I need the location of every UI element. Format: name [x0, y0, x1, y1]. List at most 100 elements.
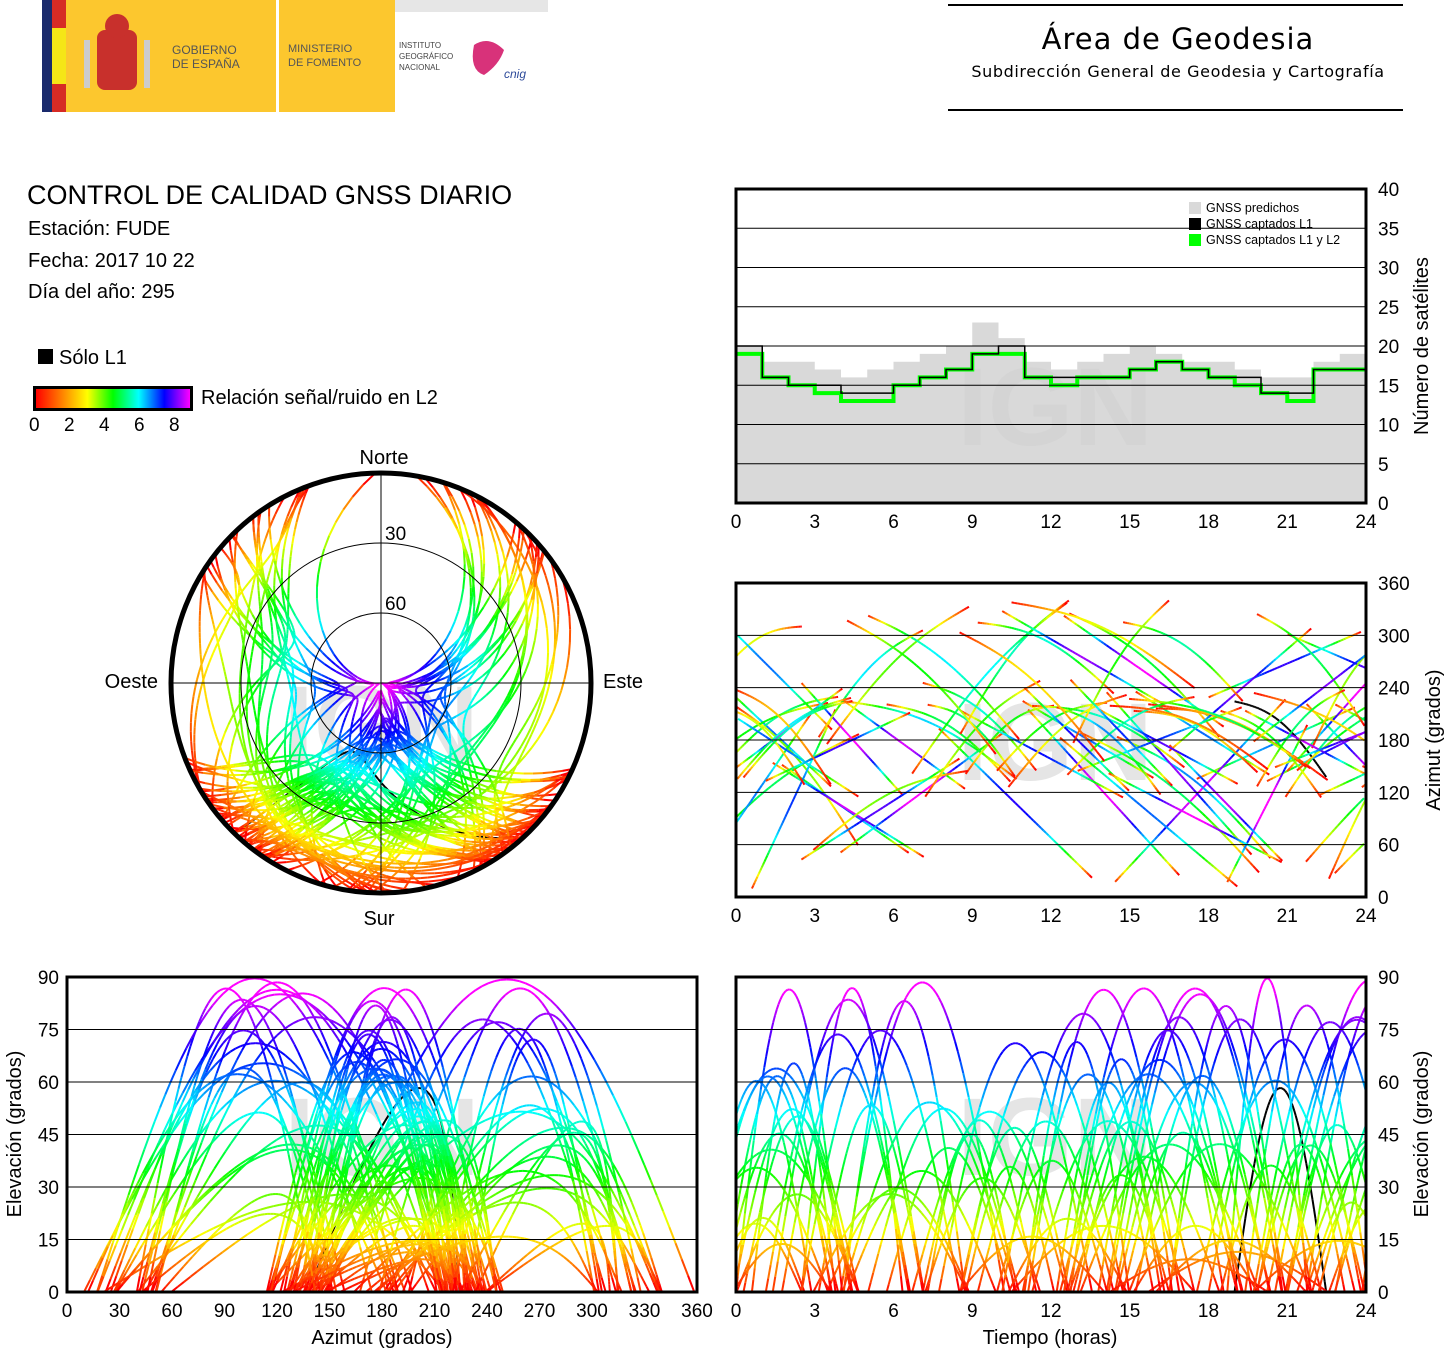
satellite-track-segment	[323, 864, 336, 875]
satellite-track-segment	[357, 812, 363, 817]
satellite-track-segment	[503, 643, 512, 655]
satellite-track-segment	[252, 524, 255, 533]
satellite-track-segment	[355, 704, 358, 708]
satellite-track-segment	[522, 811, 533, 817]
satellite-track-segment	[517, 551, 522, 563]
satellite-track-segment	[481, 576, 485, 590]
satellite-track-segment	[519, 752, 524, 759]
satellite-track-segment	[327, 677, 332, 681]
satellite-track-segment	[280, 819, 285, 823]
satellite-track-segment	[371, 847, 379, 851]
satellite-track-segment	[450, 648, 458, 658]
satellite-track-segment	[361, 842, 367, 846]
satellite-track-segment	[412, 739, 419, 747]
satellite-track-segment	[288, 647, 292, 651]
satellite-track-segment	[374, 774, 379, 780]
satellite-track-segment	[370, 810, 378, 818]
satellite-track-segment	[416, 685, 420, 689]
satellite-track-segment	[453, 610, 460, 622]
satellite-track-segment	[463, 842, 474, 846]
satellite-track-segment	[447, 852, 456, 856]
satellite-track-segment	[491, 828, 495, 833]
satellite-track-segment	[262, 844, 266, 847]
satellite-track-segment	[457, 674, 462, 679]
satellite-track-segment	[491, 658, 497, 666]
satellite-track-segment	[347, 700, 353, 707]
satellite-track-segment	[271, 838, 274, 841]
satellite-track-segment	[469, 578, 472, 588]
satellite-track-segment	[241, 586, 247, 592]
satellite-track-segment	[527, 550, 534, 565]
satellite-track-segment	[259, 555, 263, 562]
satellite-track-segment	[316, 845, 321, 849]
satellite-track-segment	[382, 739, 386, 743]
satellite-track-segment	[242, 737, 246, 747]
satellite-track-segment	[326, 792, 330, 795]
satellite-track-segment	[468, 605, 472, 614]
satellite-track-segment	[380, 773, 387, 784]
satellite-track-segment	[388, 721, 392, 725]
satellite-track-segment	[451, 496, 461, 512]
satellite-track-segment	[568, 616, 572, 630]
satellite-track-segment	[268, 564, 273, 572]
satellite-track-segment	[230, 611, 234, 615]
satellite-track-segment	[390, 885, 403, 890]
satellite-track-segment	[437, 664, 445, 671]
satellite-track-segment	[498, 540, 504, 553]
satellite-track-segment	[438, 673, 444, 679]
satellite-track-segment	[262, 572, 266, 579]
satellite-track-segment	[526, 599, 533, 613]
satellite-track-segment	[369, 781, 374, 785]
satellite-track-segment	[515, 745, 523, 755]
satellite-track-segment	[436, 760, 445, 767]
satellite-track-segment	[333, 653, 340, 662]
satellite-track-segment	[478, 782, 489, 789]
satellite-track-segment	[265, 675, 269, 681]
satellite-track-segment	[331, 721, 337, 730]
satellite-track-segment	[509, 753, 517, 763]
satellite-track-segment	[422, 690, 430, 694]
satellite-track-segment	[352, 814, 359, 819]
satellite-track-segment	[275, 731, 282, 738]
satellite-track-segment	[350, 863, 356, 867]
satellite-track-segment	[375, 709, 378, 713]
satellite-track-segment	[435, 686, 444, 691]
satellite-track-segment	[312, 844, 317, 848]
satellite-track-segment	[428, 688, 437, 693]
satellite-track-segment	[215, 624, 221, 632]
satellite-track-segment	[381, 738, 385, 741]
satellite-track-segment	[464, 614, 470, 626]
satellite-track-segment	[329, 667, 337, 673]
satellite-track-segment	[427, 722, 431, 728]
satellite-track-segment	[422, 693, 425, 697]
satellite-track-segment	[314, 699, 320, 705]
satellite-track-segment	[369, 723, 374, 730]
satellite-track-segment	[422, 709, 425, 713]
satellite-track-segment	[464, 636, 470, 645]
satellite-track-segment	[263, 684, 267, 691]
satellite-track-segment	[445, 630, 452, 640]
satellite-track-segment	[266, 555, 271, 560]
satellite-track-segment	[546, 652, 550, 665]
satellite-track-segment	[375, 692, 379, 696]
satellite-track-segment	[382, 703, 386, 707]
satellite-track-segment	[376, 744, 380, 748]
satellite-track-segment	[487, 649, 497, 659]
satellite-track-segment	[410, 798, 418, 803]
satellite-track-segment	[299, 640, 307, 649]
satellite-track-segment	[421, 868, 430, 872]
satellite-track-segment	[311, 763, 316, 767]
satellite-track-segment	[374, 694, 378, 698]
satellite-track-segment	[464, 803, 467, 815]
satellite-track-segment	[340, 685, 344, 688]
satellite-track-segment	[429, 714, 432, 719]
satellite-track-segment	[469, 699, 474, 705]
satellite-track-segment	[521, 652, 526, 663]
satellite-track-segment	[203, 649, 208, 658]
satellite-track-segment	[338, 760, 342, 764]
satellite-track-segment	[542, 771, 553, 775]
satellite-track-segment	[233, 729, 238, 738]
satellite-track-segment	[289, 621, 294, 626]
satellite-track-segment	[250, 651, 254, 658]
satellite-track-segment	[463, 739, 466, 744]
